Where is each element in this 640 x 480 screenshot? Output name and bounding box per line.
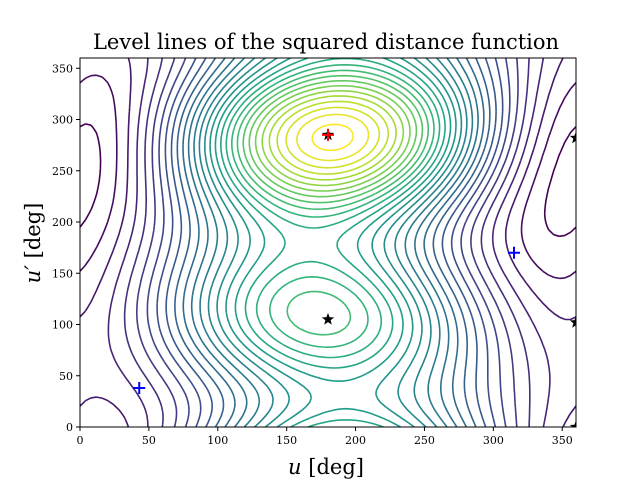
- y-tick-label: 50: [59, 370, 73, 383]
- contour-level: [80, 58, 576, 427]
- contour-level: [193, 58, 474, 427]
- y-tick-label: 100: [52, 319, 73, 332]
- x-tick-label: 200: [345, 434, 366, 447]
- contour-level: [231, 64, 435, 348]
- contour-level: [220, 58, 446, 427]
- chart-title: Level lines of the squared distance func…: [93, 30, 559, 54]
- plus-marker: [322, 128, 334, 141]
- star-marker: [569, 131, 576, 144]
- contour-level: [276, 100, 390, 175]
- star-marker: [321, 312, 335, 325]
- x-axis-label: u [deg]: [288, 455, 364, 479]
- contour-level: [261, 90, 405, 187]
- contour-level: [204, 58, 463, 427]
- x-tick-label: 100: [207, 434, 228, 447]
- contour-level: [296, 113, 370, 162]
- y-tick-label: 350: [52, 62, 73, 75]
- y-tick-label: 0: [66, 421, 73, 434]
- contour-level: [225, 58, 441, 359]
- star-marker: [569, 315, 576, 328]
- x-axis-ticks: 0 50 100 150 200 250 300 350: [77, 427, 573, 447]
- contour-level: [80, 74, 576, 280]
- x-tick-label: 0: [77, 434, 84, 447]
- plot-frame: [79, 57, 577, 428]
- contour-level: [182, 58, 485, 427]
- contour-level: [198, 58, 468, 427]
- contour-level: [107, 58, 551, 427]
- x-tick-label: 250: [414, 434, 435, 447]
- contour-level: [156, 58, 504, 427]
- y-axis-label: u′ [deg]: [21, 203, 45, 284]
- contour-level: [285, 106, 381, 169]
- contour-level: [242, 74, 424, 204]
- contour-level: [236, 69, 430, 336]
- contour-level: [174, 58, 491, 427]
- marker-layer: [133, 128, 576, 427]
- contour-level: [146, 58, 511, 427]
- y-axis-ticks: 0 50 100 150 200 250 300 350: [52, 62, 80, 434]
- star-marker: [569, 420, 576, 427]
- contour-lines: [80, 58, 576, 427]
- x-tick-label: 350: [552, 434, 573, 447]
- y-tick-label: 300: [52, 114, 73, 127]
- contour-level: [165, 58, 497, 427]
- x-tick-label: 50: [142, 434, 156, 447]
- contour-level: [311, 123, 355, 152]
- contour-level: [80, 123, 576, 238]
- y-tick-label: 200: [52, 216, 73, 229]
- contour-level: [123, 58, 531, 427]
- y-tick-label: 150: [52, 267, 73, 280]
- plus-marker: [133, 382, 146, 395]
- x-tick-label: 300: [483, 434, 504, 447]
- contour-level: [136, 58, 519, 427]
- x-tick-label: 150: [276, 434, 297, 447]
- contour-level: [254, 85, 411, 192]
- contour-level: [268, 95, 397, 181]
- plus-marker: [508, 246, 520, 259]
- contour-level: [187, 58, 479, 427]
- contour-level: [214, 58, 452, 427]
- y-tick-label: 250: [52, 165, 73, 178]
- contour-level: [248, 80, 418, 198]
